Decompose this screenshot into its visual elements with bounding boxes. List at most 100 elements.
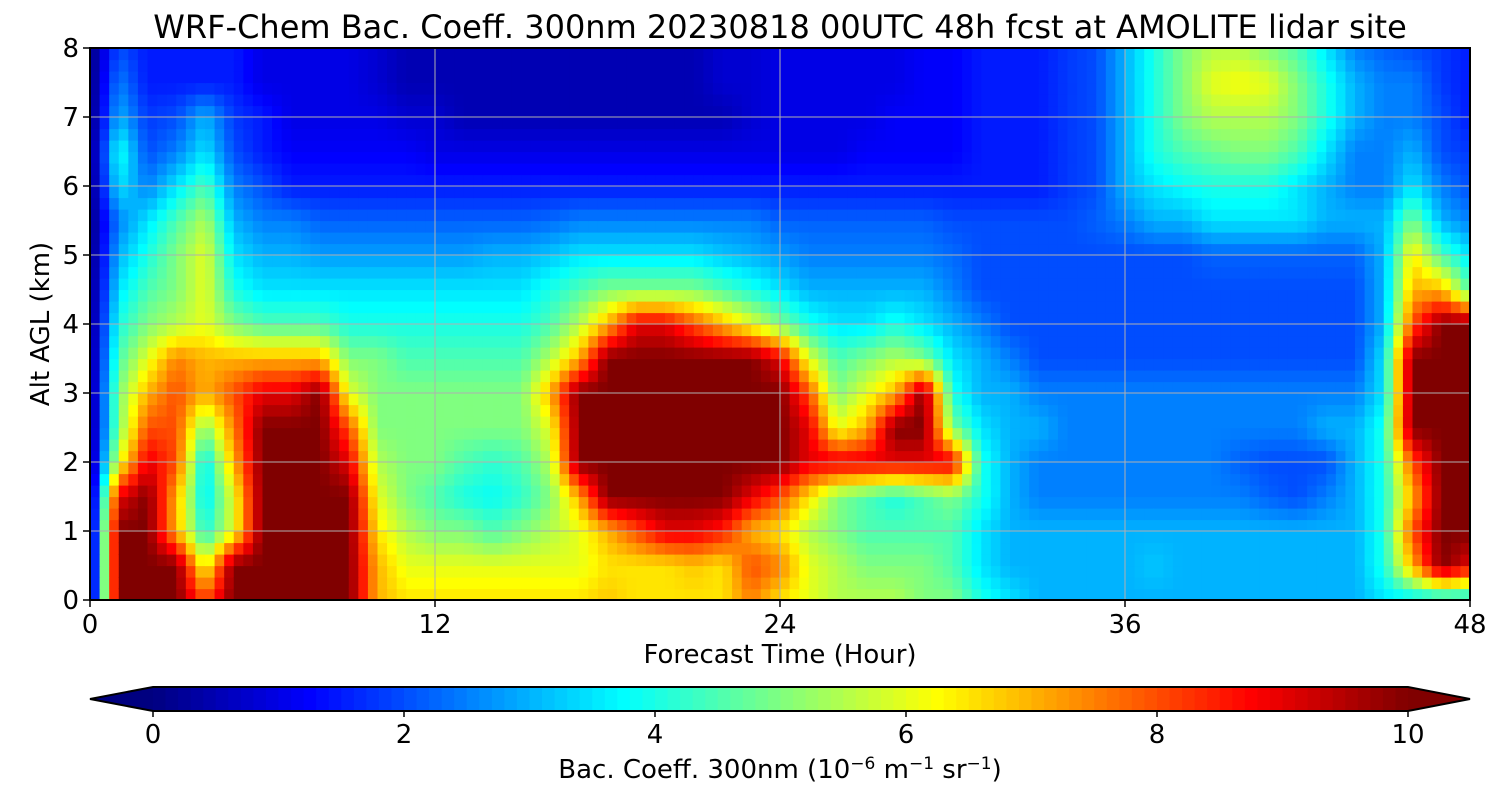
- heatmap-cell: [396, 358, 407, 371]
- heatmap-cell: [530, 439, 542, 452]
- heatmap-cell: [1383, 404, 1394, 417]
- heatmap-cell: [1441, 393, 1452, 406]
- heatmap-cell: [981, 255, 992, 268]
- heatmap-cell: [914, 462, 925, 475]
- heatmap-cell: [827, 519, 839, 532]
- heatmap-cell: [1240, 496, 1251, 509]
- heatmap-cell: [1402, 427, 1414, 440]
- heatmap-cell: [224, 485, 235, 498]
- heatmap-cell: [827, 450, 839, 463]
- heatmap-cell: [530, 588, 542, 600]
- heatmap-cell: [1115, 335, 1126, 348]
- heatmap-cell: [1259, 577, 1270, 590]
- heatmap-cell: [1192, 312, 1203, 325]
- heatmap-cell: [665, 565, 676, 578]
- heatmap-cell: [367, 473, 379, 486]
- heatmap-cell: [300, 186, 312, 199]
- heatmap-cell: [176, 496, 187, 509]
- heatmap-cell: [339, 289, 350, 302]
- heatmap-cell: [252, 450, 264, 463]
- heatmap-cell: [597, 473, 609, 486]
- heatmap-cell: [358, 554, 369, 567]
- heatmap-cell: [1393, 370, 1404, 383]
- heatmap-cell: [818, 220, 829, 233]
- heatmap-cell: [367, 324, 379, 337]
- heatmap-cell: [233, 496, 244, 509]
- heatmap-cell: [281, 232, 292, 245]
- heatmap-cell: [770, 427, 781, 440]
- heatmap-cell: [607, 266, 618, 279]
- heatmap-cell: [348, 473, 359, 486]
- heatmap-cell: [1019, 370, 1030, 383]
- heatmap-cell: [1230, 565, 1241, 578]
- heatmap-cell: [1038, 577, 1049, 590]
- heatmap-cell: [90, 370, 101, 383]
- heatmap-cell: [588, 278, 599, 291]
- heatmap-cell: [895, 301, 906, 314]
- heatmap-cell: [128, 473, 139, 486]
- heatmap-cell: [406, 301, 417, 314]
- heatmap-cell: [1249, 324, 1260, 337]
- heatmap-cell: [1125, 220, 1136, 233]
- heatmap-cell: [578, 542, 589, 555]
- heatmap-cell: [1038, 289, 1049, 302]
- heatmap-cell: [137, 255, 149, 268]
- heatmap-cell: [329, 531, 340, 544]
- heatmap-cell: [1220, 324, 1232, 337]
- heatmap-cell: [1038, 312, 1049, 325]
- heatmap-cell: [569, 393, 580, 406]
- heatmap-cell: [722, 588, 733, 600]
- heatmap-cell: [530, 347, 542, 360]
- heatmap-cell: [712, 335, 724, 348]
- heatmap-cell: [137, 462, 149, 475]
- heatmap-cell: [1105, 519, 1117, 532]
- heatmap-cell: [1307, 588, 1318, 600]
- heatmap-cell: [1259, 220, 1270, 233]
- heatmap-cell: [272, 439, 283, 452]
- heatmap-cell: [435, 450, 446, 463]
- heatmap-cell: [339, 439, 350, 452]
- heatmap-cell: [454, 370, 465, 383]
- heatmap-cell: [482, 243, 494, 256]
- heatmap-cell: [176, 197, 187, 210]
- heatmap-cell: [569, 335, 580, 348]
- heatmap-cell: [712, 370, 724, 383]
- heatmap-cell: [1355, 266, 1366, 279]
- heatmap-cell: [1010, 324, 1021, 337]
- heatmap-cell: [90, 335, 101, 348]
- heatmap-cell: [214, 197, 225, 210]
- heatmap-cell: [990, 427, 1002, 440]
- heatmap-cell: [847, 496, 858, 509]
- heatmap-cell: [875, 450, 887, 463]
- heatmap-cell: [1163, 554, 1174, 567]
- heatmap-cell: [1125, 427, 1136, 440]
- heatmap-cell: [741, 209, 752, 222]
- heatmap-cell: [1441, 450, 1452, 463]
- heatmap-cell: [895, 531, 906, 544]
- heatmap-cell: [281, 266, 292, 279]
- heatmap-cell: [425, 347, 436, 360]
- heatmap-cell: [1077, 416, 1088, 429]
- heatmap-cell: [607, 531, 618, 544]
- heatmap-cell: [1450, 335, 1462, 348]
- heatmap-cell: [607, 496, 618, 509]
- heatmap-cell: [272, 427, 283, 440]
- heatmap-cell: [1077, 381, 1088, 394]
- heatmap-cell: [655, 577, 666, 590]
- heatmap-cell: [502, 577, 513, 590]
- heatmap-cell: [799, 473, 810, 486]
- heatmap-cell: [1287, 531, 1299, 544]
- heatmap-cell: [827, 220, 839, 233]
- heatmap-cell: [1125, 266, 1136, 279]
- heatmap-cell: [425, 496, 436, 509]
- heatmap-cell: [895, 289, 906, 302]
- heatmap-cell: [1192, 358, 1203, 371]
- heatmap-cell: [971, 531, 982, 544]
- heatmap-cell: [492, 381, 503, 394]
- heatmap-cell: [1038, 473, 1049, 486]
- heatmap-cell: [1000, 565, 1011, 578]
- heatmap-cell: [185, 416, 197, 429]
- heatmap-cell: [1163, 439, 1174, 452]
- heatmap-cell: [1048, 577, 1059, 590]
- heatmap-cell: [320, 450, 331, 463]
